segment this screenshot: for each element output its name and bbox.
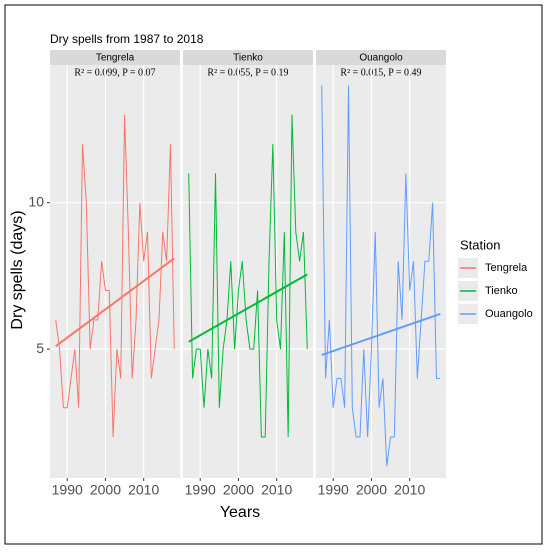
x-tick-label: 2010 xyxy=(261,482,292,498)
x-tick-label: 1990 xyxy=(52,482,83,498)
x-tick-label: 1990 xyxy=(185,482,216,498)
x-tick-label: 2000 xyxy=(223,482,254,498)
x-tick-label: 2010 xyxy=(128,482,159,498)
strip xyxy=(316,50,446,65)
legend-title: Station xyxy=(460,237,500,252)
x-tick-label: 2010 xyxy=(394,482,425,498)
x-tick-label: 1990 xyxy=(318,482,349,498)
strip xyxy=(50,50,180,65)
annotation: R² = 0.055, P = 0.19 xyxy=(207,67,288,78)
strip-label: Tienko xyxy=(233,53,263,64)
data-line xyxy=(321,85,441,467)
annotation: R² = 0.099, P = 0.07 xyxy=(74,67,155,78)
legend-label: Ouangolo xyxy=(485,308,533,320)
data-line xyxy=(188,114,308,438)
strip xyxy=(183,50,313,65)
legend-label: Tienko xyxy=(485,285,518,297)
chart-title: Dry spells from 1987 to 2018 xyxy=(50,32,204,46)
strip-label: Ouangolo xyxy=(359,53,403,64)
annotation: R² = 0.015, P = 0.49 xyxy=(340,67,421,78)
y-tick-label: 10 xyxy=(28,193,44,209)
data-line xyxy=(55,114,175,438)
trend-line xyxy=(321,313,441,356)
y-tick-label: 5 xyxy=(36,340,44,356)
panel xyxy=(316,65,446,478)
x-tick-label: 2000 xyxy=(90,482,121,498)
trend-line xyxy=(55,257,175,347)
x-tick-label: 2000 xyxy=(356,482,387,498)
panel xyxy=(50,65,180,478)
panel xyxy=(183,65,313,478)
y-axis-label: Dry spells (days) xyxy=(9,210,26,329)
x-axis-label: Years xyxy=(220,504,260,521)
legend-label: Tengrela xyxy=(485,262,528,274)
strip-label: Tengrela xyxy=(96,53,135,64)
trend-line xyxy=(188,273,308,343)
